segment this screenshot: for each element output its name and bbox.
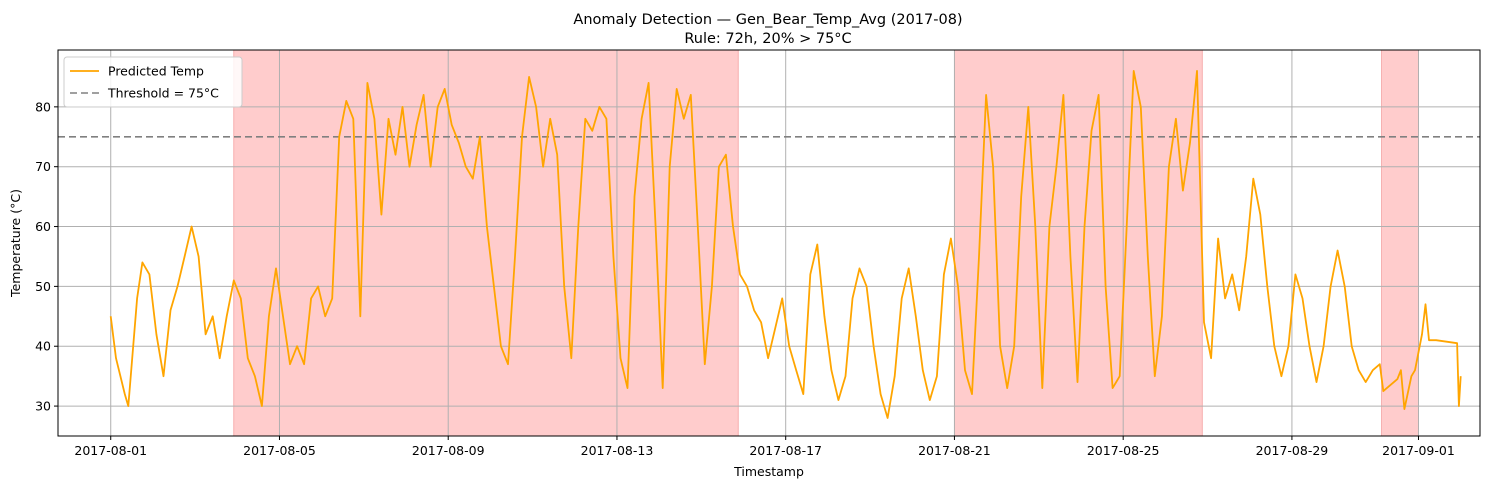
x-tick-label: 2017-08-25 [1087,443,1160,458]
x-tick-label: 2017-08-17 [749,443,822,458]
legend-threshold-label: Threshold = 75°C [107,86,219,101]
x-axis-label: Timestamp [733,464,804,479]
x-tick-label: 2017-08-13 [581,443,654,458]
legend-series-label: Predicted Temp [108,64,204,79]
x-tick-label: 2017-08-01 [74,443,147,458]
plot-frame [57,49,1481,437]
y-tick-label: 60 [35,219,51,234]
chart-title: Anomaly Detection — Gen_Bear_Temp_Avg (2… [573,12,962,28]
y-axis-label: Temperature (°C) [8,189,23,298]
y-tick-label: 80 [35,99,51,114]
predicted-temp-line [109,70,1462,419]
grid-lines [58,50,1480,436]
x-tick-label: 2017-09-01 [1382,443,1455,458]
y-tick-label: 40 [35,339,51,354]
y-tick-label: 70 [35,159,51,174]
anomaly-region-3 [1381,49,1419,437]
x-tick-label: 2017-08-09 [412,443,485,458]
x-tick-label: 2017-08-21 [918,443,991,458]
legend-box [63,56,243,108]
anomaly-regions [233,49,1419,437]
x-axis-ticks: 2017-08-01 2017-08-05 2017-08-09 2017-08-13… [74,436,1455,458]
chart-subtitle: Rule: 72h, 20% > 75°C [684,31,851,47]
x-tick-label: 2017-08-05 [243,443,316,458]
y-tick-label: 50 [35,279,51,294]
x-tick-label: 2017-08-29 [1256,443,1329,458]
y-tick-label: 30 [35,399,51,414]
legend: Predicted Temp Threshold = 75°C [63,56,243,108]
anomaly-region-1 [233,49,739,437]
y-axis-ticks: 30 40 50 60 70 80 [35,99,58,414]
